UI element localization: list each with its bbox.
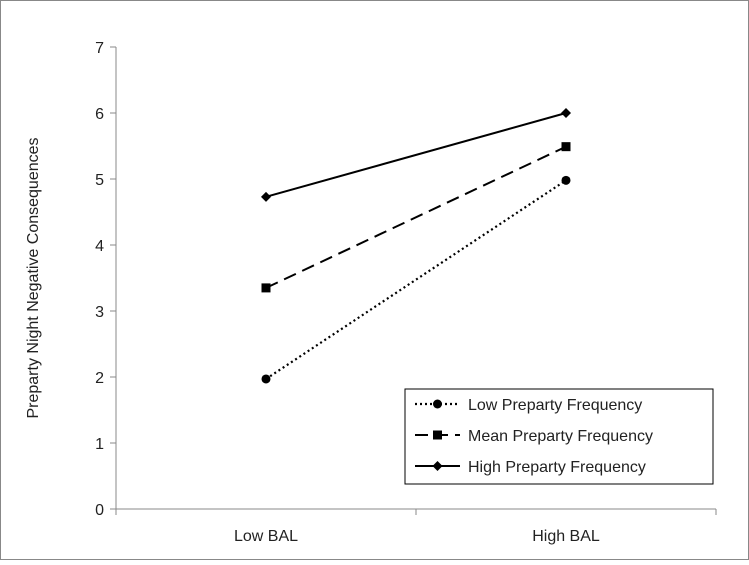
y-axis-label: Preparty Night Negative Consequences: [25, 137, 42, 418]
legend-item: High Preparty Frequency: [415, 459, 646, 476]
series-line: [265, 112, 567, 198]
legend-item: Mean Preparty Frequency: [415, 428, 653, 445]
legend-item: Low Preparty Frequency: [415, 397, 642, 414]
series-high-preparty-frequency: [261, 108, 571, 202]
legend-label: High Preparty Frequency: [468, 459, 646, 476]
legend-label: Low Preparty Frequency: [468, 397, 642, 414]
legend: Low Preparty Frequency Mean Preparty Freq…: [404, 388, 714, 485]
legend-label: Mean Preparty Frequency: [468, 428, 653, 445]
data-point: [261, 283, 271, 293]
data-point: [561, 142, 571, 152]
y-tick-label: 5: [95, 172, 104, 189]
axes: 0 1 2 3 4 5 6 7 Low BAL High BAL: [95, 40, 717, 545]
data-point: [261, 191, 271, 202]
series-low-preparty-frequency: [261, 175, 571, 384]
data-point: [261, 374, 271, 384]
legend-marker: [433, 430, 442, 440]
data-point: [561, 175, 571, 185]
data-point: [561, 108, 571, 118]
y-tick-label: 2: [95, 370, 104, 387]
x-tick-label: High BAL: [532, 528, 600, 545]
y-tick-label: 6: [95, 106, 104, 123]
legend-marker: [433, 399, 442, 409]
series-line: [265, 145, 567, 289]
y-tick-label: 3: [95, 304, 104, 321]
y-tick-label: 1: [95, 436, 104, 453]
series-mean-preparty-frequency: [261, 142, 571, 293]
legend-marker: [432, 461, 443, 471]
y-tick-label: 0: [95, 502, 104, 519]
x-tick-label: Low BAL: [234, 528, 298, 545]
series-layer: [261, 108, 571, 384]
y-tick-label: 7: [95, 40, 104, 57]
y-tick-label: 4: [95, 238, 104, 255]
